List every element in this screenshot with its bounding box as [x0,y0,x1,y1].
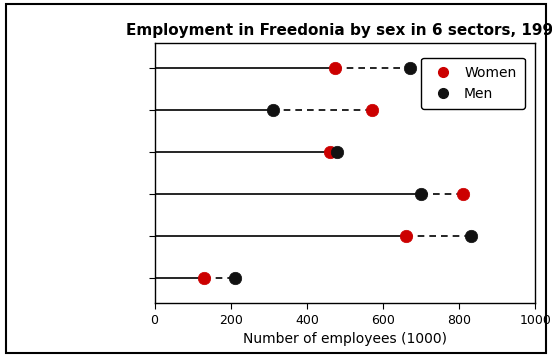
Title: Employment in Freedonia by sex in 6 sectors, 1995: Employment in Freedonia by sex in 6 sect… [126,22,552,37]
Point [401,233,410,239]
Point [268,107,277,113]
Point [459,191,468,197]
Point [367,107,376,113]
Point [417,191,426,197]
Point [405,65,414,71]
Point [331,65,340,71]
Point [200,275,209,281]
X-axis label: Number of employees (1000): Number of employees (1000) [243,332,447,346]
Point [325,149,334,155]
Legend: Women, Men: Women, Men [421,57,525,109]
Point [333,149,342,155]
Point [466,233,475,239]
Point [230,275,239,281]
